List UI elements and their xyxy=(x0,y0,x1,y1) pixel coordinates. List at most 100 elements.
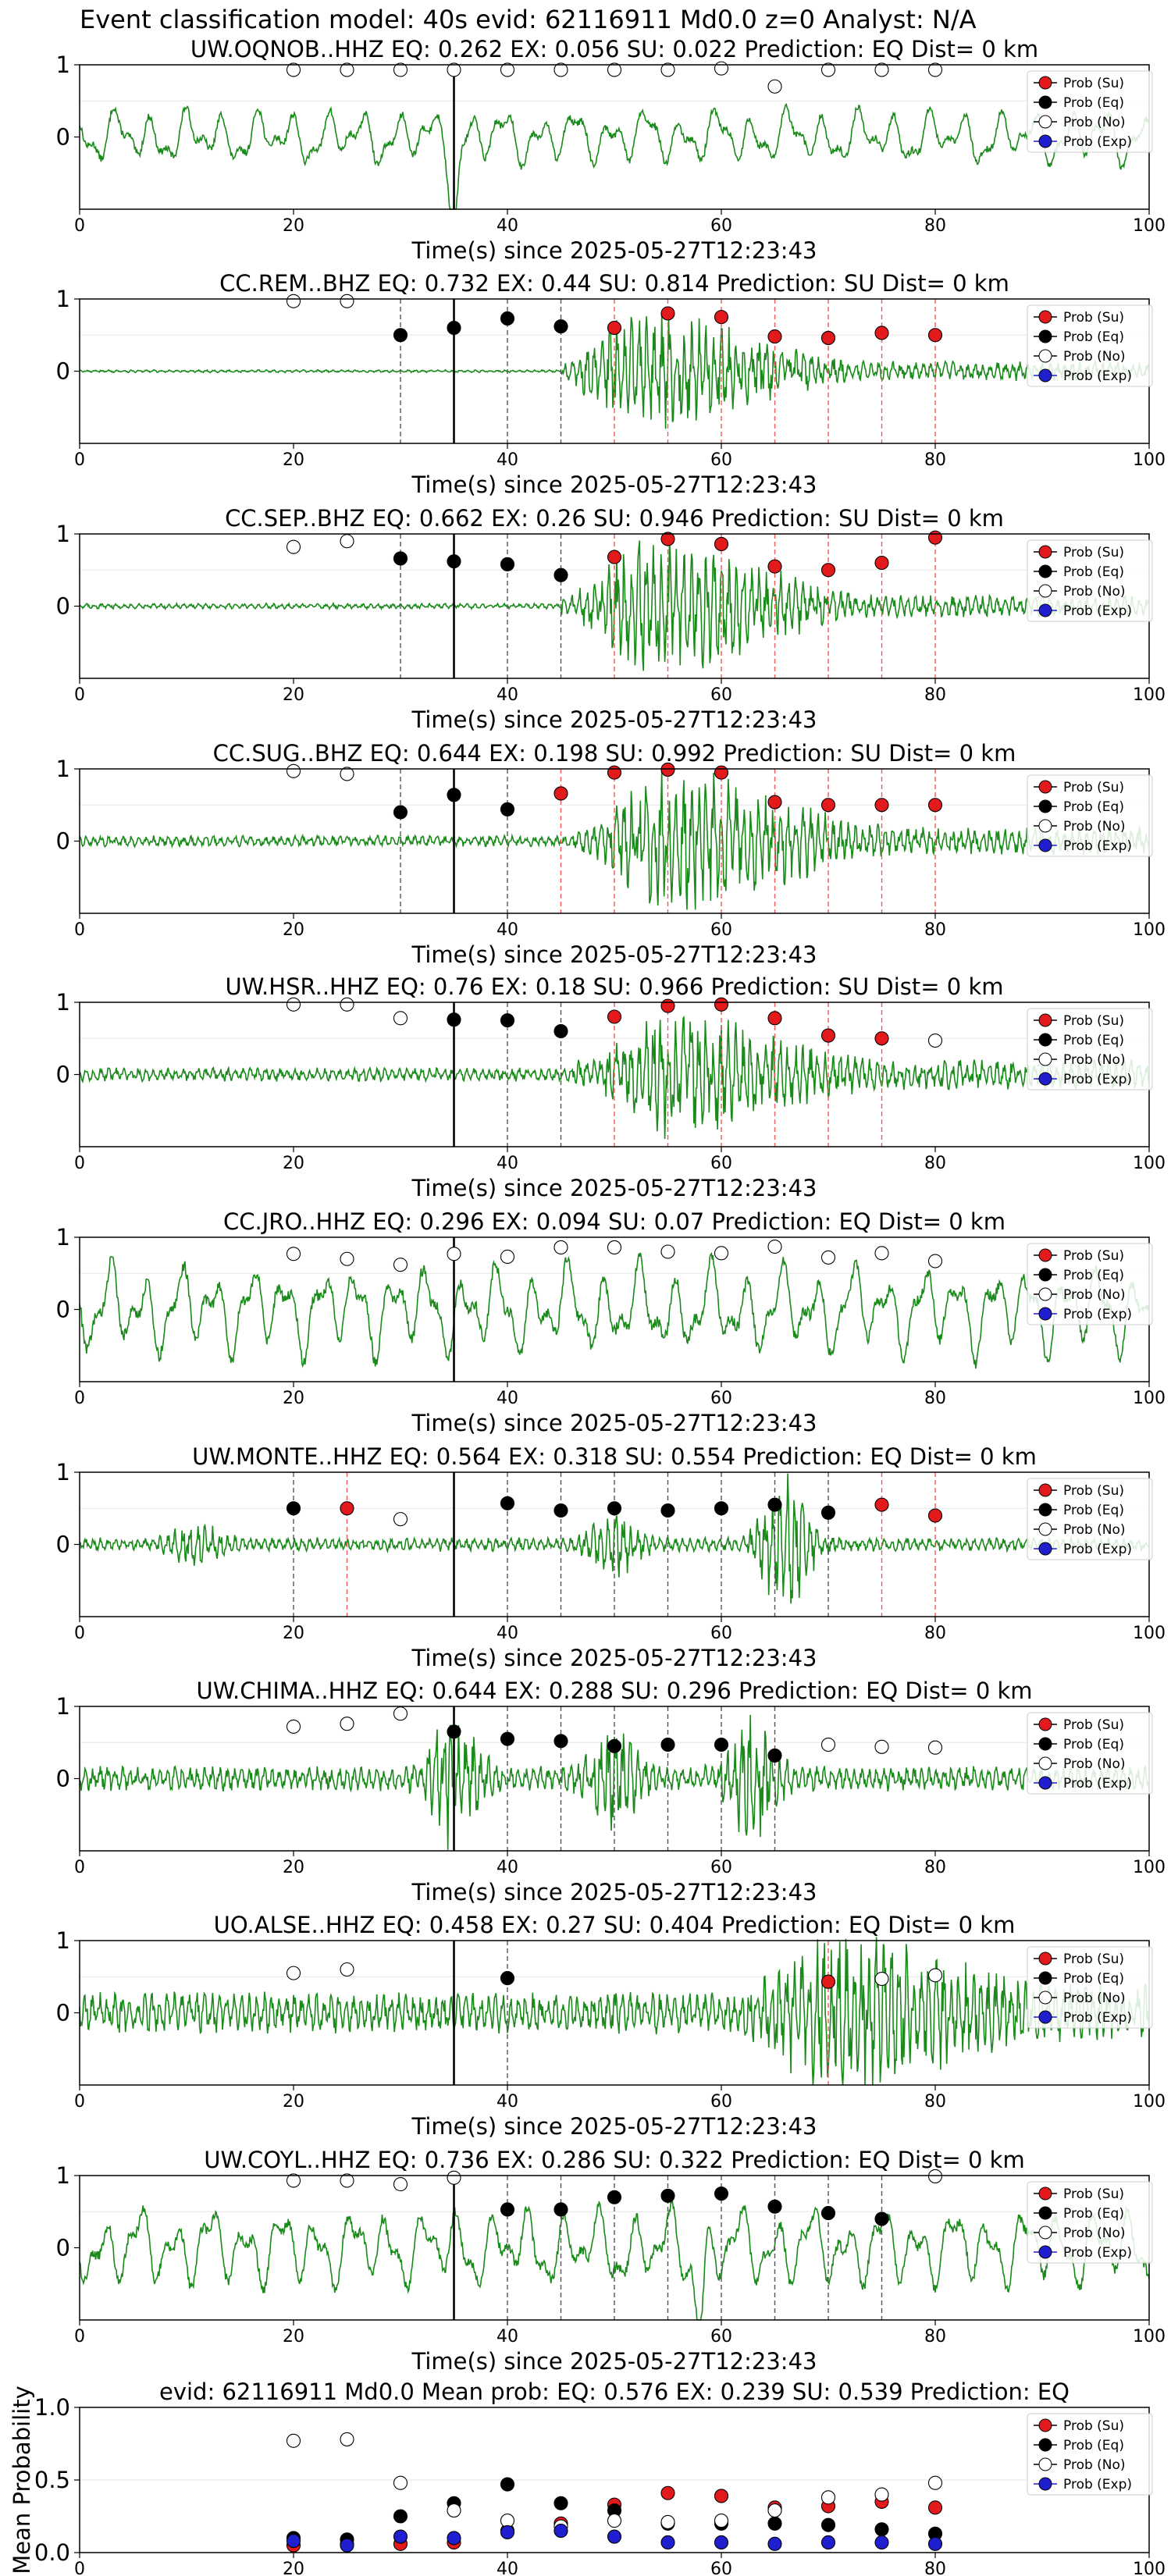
y-tick-label: 0.0 xyxy=(34,2539,70,2566)
prob-marker-su xyxy=(714,536,729,552)
prob-marker-eq xyxy=(500,311,515,326)
x-tick-label: 60 xyxy=(710,2327,732,2347)
prob-marker-no xyxy=(447,62,461,77)
mean-prob-marker-exp xyxy=(286,2534,301,2549)
x-axis-label: Time(s) since 2025-05-27T12:23:43 xyxy=(411,706,817,733)
x-tick-label: 0 xyxy=(74,450,85,470)
y-tick-label: 1 xyxy=(56,1693,70,1720)
prob-marker-no xyxy=(553,62,568,77)
legend-label-su: Prob (Su) xyxy=(1063,1717,1124,1733)
panel-title: UW.CHIMA..HHZ EQ: 0.644 EX: 0.288 SU: 0.… xyxy=(196,1678,1032,1704)
prob-marker-no xyxy=(340,294,354,308)
prob-marker-eq xyxy=(607,2190,622,2204)
prob-marker-no xyxy=(874,62,889,77)
legend: Prob (Su) Prob (Eq) Prob (No) Prob (Exp) xyxy=(1027,2413,1153,2496)
legend-label-su: Prob (Su) xyxy=(1063,1013,1124,1029)
x-tick-label: 100 xyxy=(1133,920,1166,940)
legend-marker-exp xyxy=(1038,1542,1052,1556)
prob-marker-no xyxy=(286,1247,301,1261)
prob-marker-no xyxy=(767,1239,782,1254)
x-tick-label: 0 xyxy=(74,1389,85,1408)
prob-marker-no xyxy=(927,62,943,77)
x-tick-label: 80 xyxy=(924,1389,946,1408)
prob-marker-su xyxy=(660,762,675,777)
mean-prob-marker-eq xyxy=(767,2516,782,2531)
x-tick-label: 0 xyxy=(74,685,85,705)
legend-label-no: Prob (No) xyxy=(1063,115,1126,130)
legend-label-no: Prob (No) xyxy=(1063,584,1126,600)
mean-prob-marker-su xyxy=(927,2500,943,2515)
y-tick-label: 0 xyxy=(56,1532,70,1558)
prob-marker-no xyxy=(660,62,675,77)
prob-marker-eq xyxy=(660,2188,675,2203)
y-tick-label: 0 xyxy=(56,828,70,855)
x-tick-label: 100 xyxy=(1133,2560,1166,2576)
legend-frame xyxy=(1027,2413,1153,2496)
prob-marker-eq xyxy=(500,2202,515,2217)
prob-marker-su xyxy=(553,786,568,801)
prob-marker-no xyxy=(447,1247,461,1261)
prob-marker-no xyxy=(500,1249,515,1265)
legend: Prob (Su) Prob (Eq) Prob (No) Prob (Exp) xyxy=(1027,70,1153,153)
prob-marker-no xyxy=(286,2173,301,2188)
y-tick-label: 1 xyxy=(56,1927,70,1954)
legend-marker-su xyxy=(1038,2186,1052,2201)
y-tick-label: 0 xyxy=(56,593,70,620)
legend-label-exp: Prob (Exp) xyxy=(1063,368,1132,384)
prob-marker-no xyxy=(660,1244,675,1259)
panel-title: CC.SEP..BHZ EQ: 0.662 EX: 0.26 SU: 0.946… xyxy=(225,505,1004,532)
prob-marker-no xyxy=(393,2177,408,2192)
legend-label-eq: Prob (Eq) xyxy=(1063,2438,1124,2453)
prob-marker-eq xyxy=(820,1505,836,1520)
x-tick-label: 100 xyxy=(1133,450,1166,470)
mean-prob-marker-exp xyxy=(767,2536,782,2551)
legend-label-su: Prob (Su) xyxy=(1063,545,1124,560)
figure-title: Event classification model: 40s evid: 62… xyxy=(80,5,977,34)
prob-marker-no xyxy=(340,1717,354,1731)
legend-marker-su xyxy=(1038,76,1052,90)
x-tick-label: 100 xyxy=(1133,1154,1166,1173)
legend-label-eq: Prob (Eq) xyxy=(1063,2206,1124,2222)
prob-marker-no xyxy=(340,62,354,77)
prob-marker-no xyxy=(393,1011,408,1026)
x-tick-label: 60 xyxy=(710,2092,732,2112)
prob-marker-eq xyxy=(500,1971,515,1986)
x-tick-label: 40 xyxy=(497,685,518,705)
waveform-trace xyxy=(79,540,1150,671)
x-tick-label: 40 xyxy=(497,1389,518,1408)
mean-prob-marker-exp xyxy=(500,2524,515,2540)
y-tick-label: 1 xyxy=(56,286,70,312)
legend-label-exp: Prob (Exp) xyxy=(1063,1776,1132,1791)
prob-marker-su xyxy=(820,798,836,813)
legend-marker-exp xyxy=(1038,368,1052,382)
legend: Prob (Su) Prob (Eq) Prob (No) Prob (Exp) xyxy=(1027,539,1153,622)
mean-prob-marker-su xyxy=(714,2489,729,2503)
x-tick-label: 80 xyxy=(924,450,946,470)
y-tick-label: 0 xyxy=(56,1766,70,1792)
panel-title: CC.SUG..BHZ EQ: 0.644 EX: 0.198 SU: 0.99… xyxy=(213,740,1016,767)
legend-label-eq: Prob (Eq) xyxy=(1063,95,1124,111)
prob-marker-su xyxy=(820,1028,836,1043)
prob-marker-su xyxy=(340,1501,354,1516)
prob-marker-su xyxy=(714,310,729,325)
legend-marker-exp xyxy=(1038,1072,1052,1086)
prob-marker-eq xyxy=(607,1501,622,1516)
mean-prob-marker-eq xyxy=(874,2522,889,2537)
legend-marker-su xyxy=(1038,310,1052,324)
prob-marker-no xyxy=(553,1240,568,1254)
y-tick-label: 0.5 xyxy=(34,2467,70,2493)
legend-marker-exp xyxy=(1038,2477,1052,2491)
prob-marker-no xyxy=(286,1966,301,1980)
prob-marker-eq xyxy=(447,788,461,802)
x-tick-label: 20 xyxy=(283,1389,304,1408)
prob-marker-no xyxy=(447,2170,461,2185)
mean-prob-marker-exp xyxy=(820,2535,836,2550)
y-tick-label: 1 xyxy=(56,521,70,547)
y-tick-label: 1 xyxy=(56,1459,70,1485)
y-tick-label: 0 xyxy=(56,2235,70,2261)
x-tick-label: 60 xyxy=(710,685,732,705)
x-tick-label: 80 xyxy=(924,216,946,236)
legend-label-su: Prob (Su) xyxy=(1063,1952,1124,1967)
prob-marker-su xyxy=(767,1011,782,1026)
